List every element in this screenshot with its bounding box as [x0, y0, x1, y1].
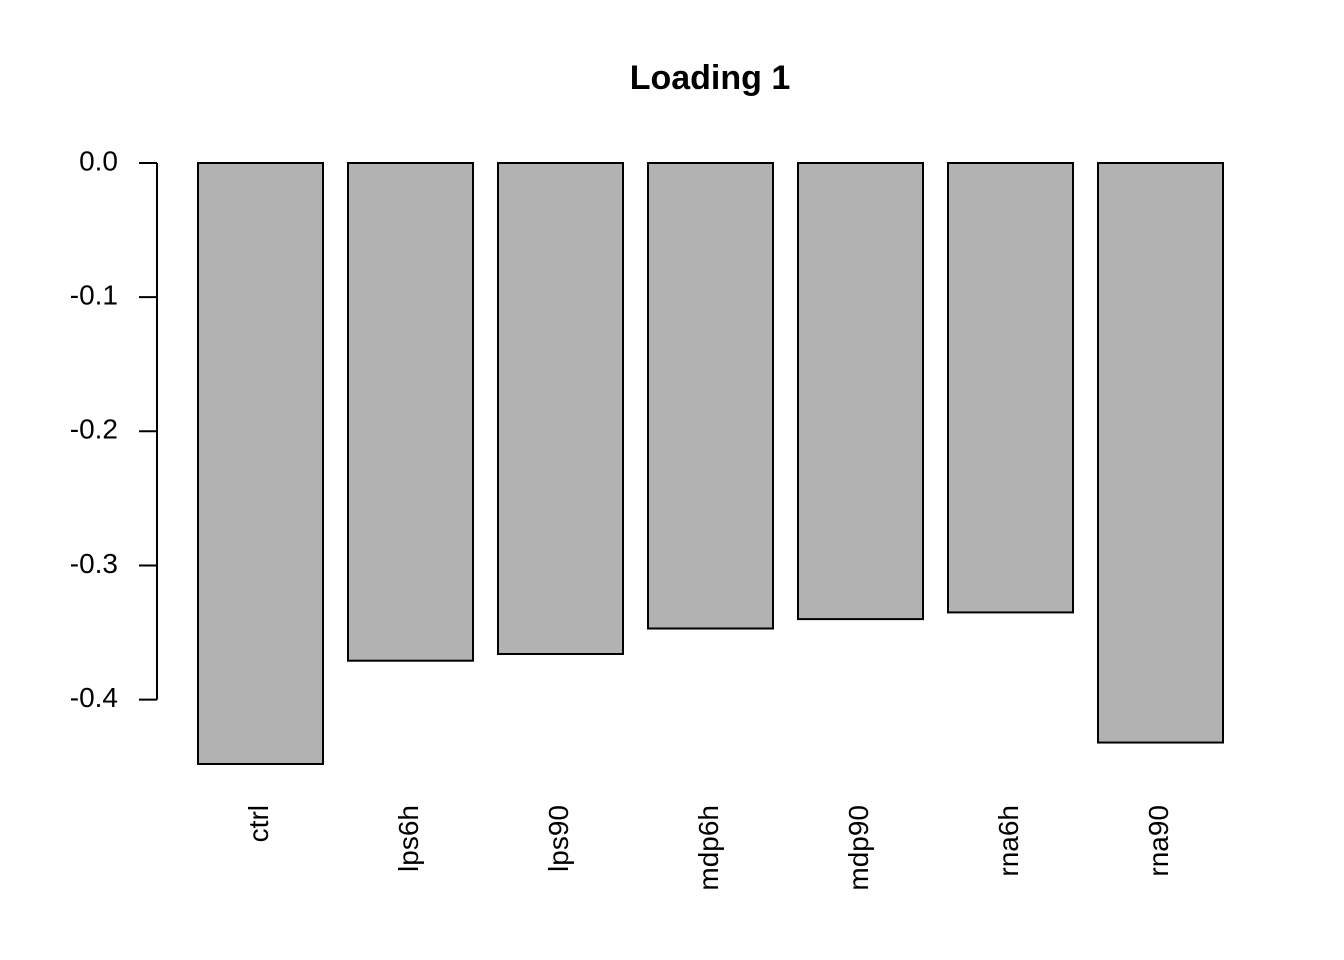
bar	[347, 162, 474, 662]
x-tick-label: lps6h	[393, 805, 424, 872]
y-tick-label: 0.0	[79, 145, 118, 176]
bar	[947, 162, 1074, 614]
x-tick-label: lps90	[543, 805, 574, 872]
x-tick-label: mdp6h	[693, 805, 724, 891]
chart-title: Loading 1	[630, 59, 791, 97]
bar	[1097, 162, 1224, 744]
bar	[797, 162, 924, 621]
y-tick-label: -0.4	[70, 682, 118, 713]
bar	[197, 162, 324, 765]
x-tick-label: rna6h	[993, 805, 1024, 877]
bar	[647, 162, 774, 630]
x-tick-label: mdp90	[843, 805, 874, 891]
bar	[497, 162, 624, 655]
x-tick-label: ctrl	[243, 805, 274, 842]
y-tick-label: -0.2	[70, 414, 118, 445]
y-tick-label: -0.3	[70, 548, 118, 579]
x-tick-label: rna90	[1143, 805, 1174, 877]
y-tick-label: -0.1	[70, 280, 118, 311]
